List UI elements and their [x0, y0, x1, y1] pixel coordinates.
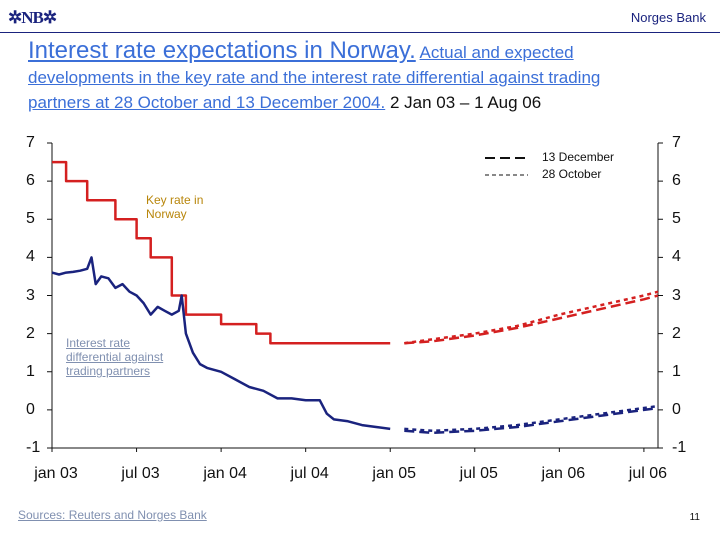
- series-line-3: [51, 256, 391, 431]
- differential-annotation: Interest rate differential against tradi…: [66, 336, 163, 378]
- series-line-0: [52, 160, 391, 345]
- x-tick-label: jan 06: [541, 465, 586, 482]
- y-tick-label-right: 2: [672, 324, 681, 342]
- y-tick-label-left: 1: [26, 362, 35, 380]
- norges-bank-logo: ✲NB✲: [8, 8, 57, 27]
- slide-title: Interest rate expectations in Norway. Ac…: [28, 38, 712, 115]
- y-tick-label-right: -1: [672, 439, 687, 456]
- differential-annotation-line2: differential against: [66, 350, 164, 364]
- legend-13-december: 13 December: [542, 150, 615, 164]
- y-tick-label-right: 0: [672, 400, 681, 418]
- title-period: 2 Jan 03 – 1 Aug 06: [389, 93, 542, 112]
- x-tick-label: jan 03: [34, 465, 78, 482]
- y-tick-label-right: 4: [672, 248, 681, 266]
- y-tick-label-right: 6: [672, 172, 681, 190]
- key-rate-annotation-line2: Norway: [146, 207, 187, 221]
- y-tick-label-left: -1: [26, 439, 41, 456]
- y-tick-label-left: 2: [26, 324, 35, 342]
- x-tick-label: jul 03: [121, 465, 160, 482]
- y-tick-label-right: 3: [672, 286, 681, 304]
- x-tick-label: jan 05: [372, 465, 417, 482]
- y-tick-label-right: 1: [672, 362, 681, 380]
- series-line-1: [404, 294, 659, 345]
- org-name: Norges Bank: [630, 10, 706, 25]
- y-tick-label-right: 5: [672, 210, 681, 228]
- title-line2: developments in the key rate and the int…: [28, 68, 601, 87]
- x-tick-label: jul 04: [290, 465, 329, 482]
- title-line1-rest: Actual and expected: [419, 43, 574, 62]
- page-number: 11: [689, 512, 700, 523]
- title-lead: Interest rate expectations in Norway.: [28, 37, 416, 64]
- y-tick-label-left: 0: [26, 400, 35, 418]
- source-note: Sources: Reuters and Norges Bank: [18, 508, 207, 522]
- x-tick-label: jul 05: [459, 465, 498, 482]
- y-tick-label-left: 7: [26, 134, 35, 151]
- y-tick-label-right: 7: [672, 134, 681, 151]
- differential-annotation-line3: trading partners: [66, 364, 151, 378]
- y-tick-label-left: 6: [26, 172, 35, 190]
- x-tick-label: jan 04: [203, 465, 247, 482]
- header-divider: [0, 32, 720, 33]
- title-line3: partners at 28 October and 13 December 2…: [28, 93, 386, 112]
- y-tick-label-left: 5: [26, 210, 35, 228]
- series-line-5: [404, 404, 659, 433]
- key-rate-annotation-line1: Key rate in: [146, 193, 204, 207]
- legend-28-october: 28 October: [542, 167, 602, 181]
- x-tick-label: jul 06: [628, 465, 668, 482]
- y-tick-label-left: 3: [26, 286, 35, 304]
- series-line-4: [404, 406, 659, 435]
- y-tick-label-left: 4: [26, 248, 35, 266]
- key-rate-annotation: Key rate in Norway: [146, 193, 203, 221]
- series-line-2: [404, 290, 659, 345]
- differential-annotation-line1: Interest rate: [66, 336, 131, 350]
